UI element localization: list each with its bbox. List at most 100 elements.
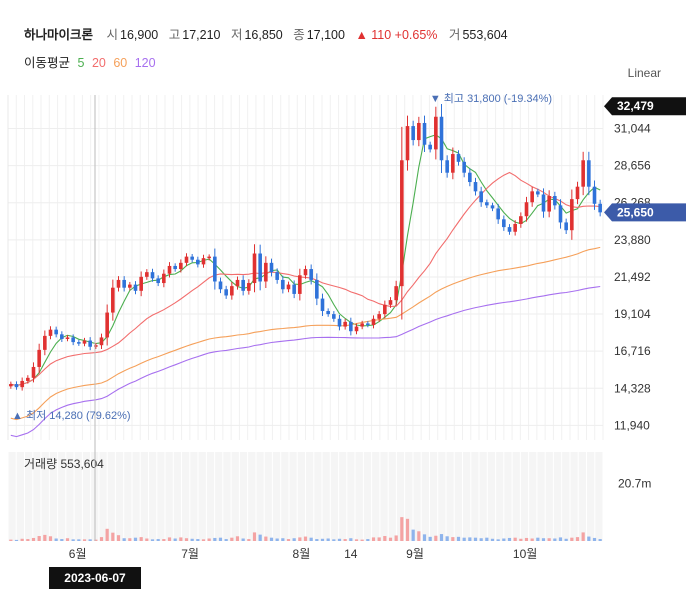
- candle-body: [71, 337, 75, 343]
- volume-bar: [230, 537, 234, 541]
- candle-body: [366, 323, 370, 325]
- volume-bar: [575, 537, 580, 541]
- candle-body: [530, 191, 534, 203]
- change-value: ▲ 110 +0.65%: [355, 28, 438, 42]
- candle-body: [258, 253, 262, 282]
- volume-bar: [462, 537, 466, 541]
- volume-bar: [320, 538, 325, 541]
- volume-bar: [173, 538, 177, 541]
- ma-120: 120: [134, 56, 156, 70]
- candle-body: [496, 208, 500, 220]
- volume-bar: [349, 538, 353, 541]
- volume-bar: [479, 538, 483, 541]
- candle-body: [524, 202, 529, 217]
- volume-bar: [77, 539, 81, 541]
- candle-body: [65, 337, 70, 339]
- volume-bar: [60, 539, 64, 541]
- volume-bar: [394, 535, 398, 541]
- candle-body: [173, 265, 177, 270]
- candle-body: [26, 377, 30, 381]
- volume-bar: [247, 539, 251, 541]
- candle-body: [428, 144, 432, 150]
- volume-bar: [422, 534, 427, 541]
- volume-bar: [37, 536, 41, 541]
- volume-bar: [82, 539, 87, 541]
- volume-bar: [9, 539, 13, 541]
- candle-body: [184, 256, 189, 263]
- candle-body: [281, 279, 285, 290]
- close-label: 종: [293, 28, 305, 42]
- low-label: 저: [230, 28, 243, 42]
- volume-bar: [558, 537, 563, 541]
- volume-bar: [269, 537, 274, 541]
- candle-body: [581, 160, 585, 187]
- volume-bar: [292, 538, 296, 541]
- candle-body: [303, 269, 308, 276]
- volume-bar: [541, 538, 546, 541]
- candle-body: [326, 311, 330, 315]
- candle-body: [485, 202, 489, 206]
- volume-bar: [116, 535, 121, 541]
- current-price-badge-text: 25,650: [617, 205, 654, 219]
- candle-body: [201, 258, 206, 265]
- candle-body: [400, 160, 404, 287]
- volume-bar: [428, 536, 432, 541]
- volume-bar: [456, 536, 461, 541]
- x-label-14: 14: [344, 547, 358, 561]
- candle-body: [394, 286, 398, 301]
- price-tick-label: 21,492: [614, 270, 651, 284]
- candle-body: [99, 337, 104, 346]
- candle-body: [241, 279, 245, 291]
- x-label-sep: 9월: [406, 547, 424, 561]
- candle-body: [337, 318, 342, 327]
- volume-bar: [519, 538, 523, 541]
- low-value: 16,850: [244, 28, 283, 42]
- moving-average-legend[interactable]: 이동평균 5 20 60 120: [24, 52, 160, 71]
- candle-body: [388, 300, 393, 305]
- candle-body: [264, 262, 268, 282]
- candle-body: [133, 284, 138, 291]
- volume-bar: [400, 517, 404, 541]
- volume-bar: [235, 536, 240, 541]
- volume-bar: [65, 538, 70, 541]
- candle-body: [462, 161, 466, 173]
- candle-body: [43, 335, 47, 350]
- volume-bar: [377, 537, 381, 541]
- volume-bar: [598, 539, 602, 541]
- candle-body: [224, 289, 228, 296]
- volume-bar: [43, 534, 47, 541]
- candle-body: [439, 116, 444, 161]
- candle-body: [9, 384, 13, 387]
- volume-bar: [298, 537, 302, 541]
- candle-body: [570, 199, 574, 231]
- open-label: 시: [106, 28, 119, 42]
- current-price-badge-shape: [604, 203, 686, 222]
- candle-body: [575, 186, 580, 200]
- volume-bar: [190, 538, 194, 541]
- volume-bar: [507, 537, 512, 541]
- volume-bar: [337, 538, 342, 541]
- volume-bar: [343, 539, 347, 541]
- candle-body: [105, 312, 109, 338]
- high-price-badge-text: 32,479: [617, 99, 654, 113]
- candle-body: [354, 326, 359, 332]
- candle-body: [309, 269, 313, 280]
- volume-bar: [196, 539, 200, 541]
- candle-body: [298, 275, 302, 294]
- scale-mode-button[interactable]: Linear: [627, 66, 661, 80]
- max-annotation: ▼ 최고 31,800 (-19.34%): [430, 92, 552, 105]
- volume-bar: [94, 539, 98, 541]
- candle-body: [468, 172, 472, 183]
- volume-bar: [167, 537, 172, 541]
- candle-body: [82, 340, 87, 344]
- x-label-aug: 8월: [293, 547, 311, 561]
- volume-bar: [473, 537, 478, 541]
- candle-body: [122, 279, 126, 288]
- volume-label: 거: [448, 28, 461, 42]
- candle-body: [417, 122, 421, 141]
- current-price-badge: 25,650: [604, 203, 686, 222]
- volume-bar: [451, 537, 455, 541]
- volume-bar: [315, 539, 319, 541]
- ma-label: 이동평균: [24, 56, 71, 70]
